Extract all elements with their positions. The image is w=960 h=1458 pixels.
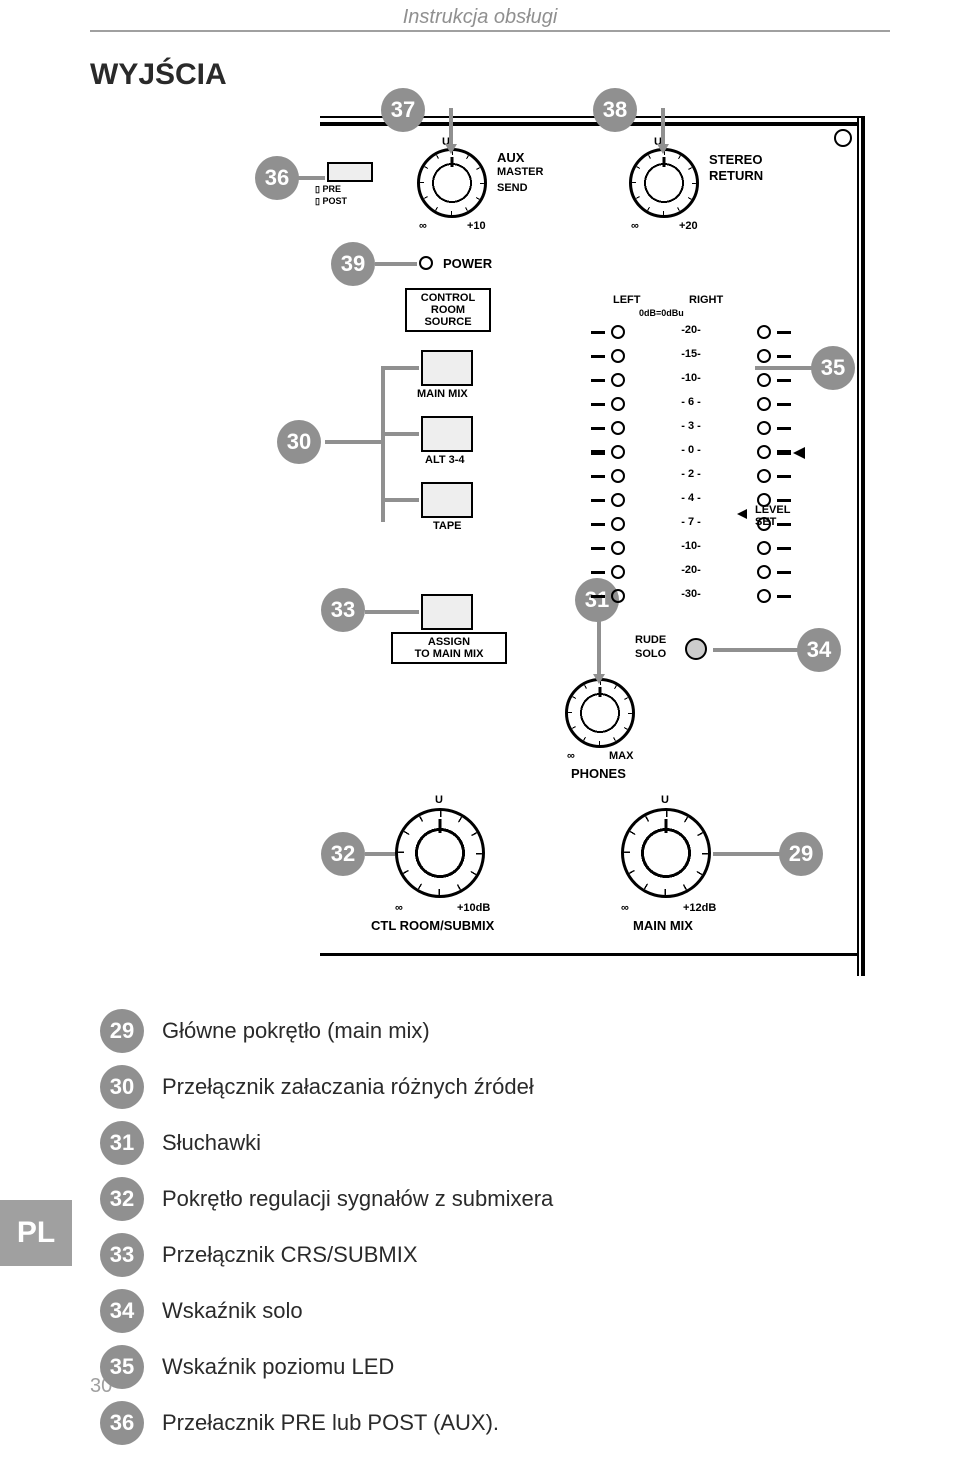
language-tab: PL [0, 1200, 72, 1266]
panel-bottom-line [320, 953, 857, 956]
aux-l3: SEND [497, 182, 528, 194]
callout-39: 39 [331, 242, 375, 286]
legend-txt-33: Przełącznik CRS/SUBMIX [162, 1242, 418, 1268]
ctl-scr: +10dB [457, 902, 490, 914]
ctlroom-knob[interactable] [395, 808, 485, 898]
mixer-output-diagram: ▯ PRE ▯ POST U AUX MASTER SEND ∞ +10 U S… [265, 116, 865, 976]
aux-l1: AUX [497, 150, 524, 165]
pre-post-switch[interactable] [327, 162, 373, 182]
crs-l2: ROOM [412, 304, 484, 316]
section-title: WYJŚCIA [90, 58, 227, 92]
crs-tape-lbl: TAPE [433, 520, 462, 532]
aux-master-knob[interactable] [417, 148, 487, 218]
mm-u: U [661, 794, 669, 806]
legend-num-31: 31 [100, 1121, 144, 1165]
stereo-l2: RETURN [709, 168, 763, 183]
mm-scl: ∞ [621, 902, 629, 914]
crs-alt34-lbl: ALT 3-4 [425, 454, 465, 466]
phones-lbl: PHONES [571, 766, 626, 781]
led-row: - 7 - [591, 516, 791, 534]
phones-knob[interactable] [565, 678, 635, 748]
callout-34: 34 [797, 628, 841, 672]
crs-box: CONTROL ROOM SOURCE [405, 288, 491, 332]
ctl-lbl: CTL ROOM/SUBMIX [371, 918, 494, 933]
post-label: ▯ POST [315, 196, 347, 207]
stereo-return-knob[interactable] [629, 148, 699, 218]
led-row: - 6 - [591, 396, 791, 414]
crs-l3: SOURCE [412, 316, 484, 328]
legend-num-30: 30 [100, 1065, 144, 1109]
pre-label: ▯ PRE [315, 184, 341, 195]
assign-l1: ASSIGN [398, 636, 500, 648]
callout-33: 33 [321, 588, 365, 632]
legend-num-33: 33 [100, 1233, 144, 1277]
callout-38: 38 [593, 88, 637, 132]
power-label: POWER [443, 256, 492, 271]
assign-btn[interactable] [421, 594, 473, 630]
aux-scr: +10 [467, 220, 486, 232]
crs-tape-btn[interactable] [421, 482, 473, 518]
crs-alt34-btn[interactable] [421, 416, 473, 452]
rude-l1: RUDE [635, 634, 666, 646]
led-row: -20- [591, 564, 791, 582]
callout-30: 30 [277, 420, 321, 464]
phones-scl: ∞ [567, 750, 575, 762]
power-led [419, 256, 433, 270]
legend-num-35: 35 [100, 1345, 144, 1389]
stereo-scl: ∞ [631, 220, 639, 232]
led-row: - 0 - [591, 444, 791, 462]
led-row: -10- [591, 372, 791, 390]
legend-txt-34: Wskaźnik solo [162, 1298, 303, 1324]
header-divider [90, 30, 890, 32]
legend-txt-36: Przełacznik PRE lub POST (AUX). [162, 1410, 499, 1436]
led-row: - 4 - [591, 492, 791, 510]
ctl-u: U [435, 794, 443, 806]
aux-scl: ∞ [419, 220, 427, 232]
meter-left: LEFT [613, 294, 641, 306]
callout-36: 36 [255, 156, 299, 200]
mm-scr: +12dB [683, 902, 716, 914]
led-row: -15- [591, 348, 791, 366]
stereo-l1: STEREO [709, 152, 762, 167]
legend-num-29: 29 [100, 1009, 144, 1053]
crs-mainmix-btn[interactable] [421, 350, 473, 386]
stereo-scr: +20 [679, 220, 698, 232]
led-row: -20- [591, 324, 791, 342]
callout-37: 37 [381, 88, 425, 132]
aux-l2: MASTER [497, 166, 543, 178]
rude-solo-led [685, 638, 707, 660]
rude-l2: SOLO [635, 648, 666, 660]
meter-ref: 0dB=0dBu [639, 308, 684, 318]
led-row: -30- [591, 588, 791, 606]
assign-l2: TO MAIN MIX [398, 648, 500, 660]
callout-29: 29 [779, 832, 823, 876]
callout-35: 35 [811, 346, 855, 390]
legend: 29 Główne pokrętło (main mix) 30 Przełączn… [100, 1010, 880, 1458]
legend-num-32: 32 [100, 1177, 144, 1221]
crs-l1: CONTROL [412, 292, 484, 304]
legend-txt-32: Pokrętło regulacji sygnałów z submixera [162, 1186, 553, 1212]
meter-right: RIGHT [689, 294, 723, 306]
assign-box: ASSIGN TO MAIN MIX [391, 632, 507, 664]
legend-txt-31: Słuchawki [162, 1130, 261, 1156]
led-row: - 3 - [591, 420, 791, 438]
phones-scr: MAX [609, 750, 633, 762]
legend-txt-29: Główne pokrętło (main mix) [162, 1018, 430, 1044]
legend-num-34: 34 [100, 1289, 144, 1333]
mainmix-knob[interactable] [621, 808, 711, 898]
callout-32: 32 [321, 832, 365, 876]
crs-mainmix-lbl: MAIN MIX [417, 388, 468, 400]
led-row: -10- [591, 540, 791, 558]
header-title: Instrukcja obsługi [393, 6, 568, 29]
mm-lbl: MAIN MIX [633, 918, 693, 933]
legend-num-36: 36 [100, 1401, 144, 1445]
legend-txt-30: Przełącznik załaczania różnych źródeł [162, 1074, 534, 1100]
ctl-scl: ∞ [395, 902, 403, 914]
led-row: - 2 - [591, 468, 791, 486]
legend-txt-35: Wskaźnik poziomu LED [162, 1354, 394, 1380]
